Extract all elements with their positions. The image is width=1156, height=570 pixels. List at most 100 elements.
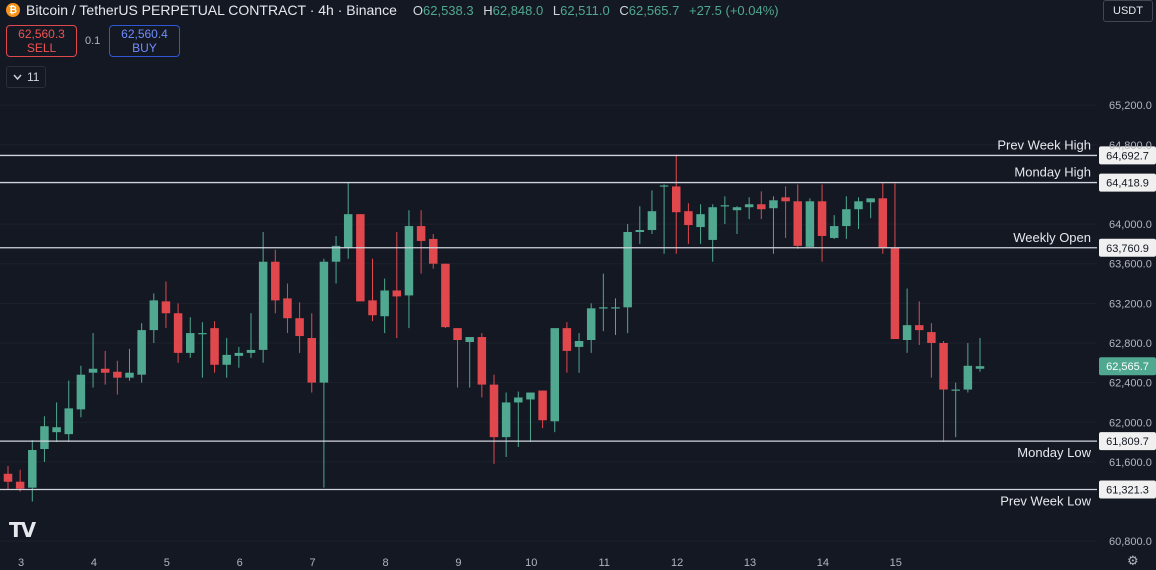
level-label: Prev Week Low — [1000, 494, 1091, 509]
chevron-down-icon — [13, 74, 22, 80]
high-value: 62,848.0 — [492, 2, 544, 18]
candle — [890, 183, 900, 340]
candle — [76, 365, 86, 418]
level-tag-bg — [1099, 173, 1156, 192]
candle-body — [429, 238, 438, 264]
gear-icon[interactable]: ⚙ — [1127, 554, 1139, 569]
candle-body — [951, 389, 960, 391]
candle — [453, 328, 462, 388]
candle-body — [817, 201, 827, 236]
grid — [0, 104, 1097, 542]
candle — [404, 210, 414, 329]
candle — [88, 333, 98, 388]
candle-body — [404, 226, 414, 296]
candle-body — [331, 245, 341, 262]
y-tick-label: 63,200.0 — [1109, 298, 1152, 310]
candle — [501, 392, 511, 457]
level-label: Monday Low — [1017, 445, 1091, 460]
y-tick-label: 65,200.0 — [1109, 100, 1152, 112]
x-tick-label: 15 — [890, 557, 902, 569]
candle — [514, 391, 523, 448]
candle — [635, 206, 645, 244]
candle — [757, 191, 766, 220]
candle — [15, 469, 25, 492]
symbol-header: ₿ Bitcoin / TetherUS PERPETUAL CONTRACT … — [6, 0, 785, 20]
sell-button[interactable]: 62,560.3 SELL — [6, 25, 77, 57]
candle — [623, 224, 632, 334]
candle — [611, 298, 620, 336]
candle — [64, 380, 73, 443]
candle — [793, 184, 802, 249]
candle-body — [562, 328, 572, 351]
candle — [915, 301, 924, 345]
candle-body — [866, 198, 875, 203]
x-tick-label: 10 — [525, 557, 537, 569]
candle — [927, 323, 936, 378]
close-value: 62,565.7 — [628, 2, 680, 18]
candle-body — [161, 301, 171, 314]
close-label: C — [619, 2, 629, 18]
candle-body — [586, 308, 596, 341]
symbol-title[interactable]: Bitcoin / TetherUS PERPETUAL CONTRACT · … — [26, 2, 397, 18]
level-price-tag: 64,692.7 — [1099, 146, 1156, 165]
candle — [975, 338, 985, 372]
buy-button[interactable]: 62,560.4 BUY — [109, 25, 180, 57]
candle-body — [878, 198, 888, 248]
candle-body — [392, 290, 402, 297]
candle-body — [696, 214, 705, 228]
candle-body — [489, 384, 499, 438]
candle-body — [222, 354, 231, 365]
candle — [258, 232, 268, 363]
candle-body — [453, 328, 462, 341]
candle-body — [258, 261, 268, 350]
candle-body — [271, 261, 280, 301]
tradingview-logo-icon[interactable]: TV — [9, 518, 36, 542]
candle-body — [100, 368, 110, 373]
candle-body — [40, 426, 49, 450]
candle-body — [307, 338, 316, 383]
candle-body — [441, 263, 450, 328]
candle — [295, 302, 304, 353]
indicator-collapse-button[interactable]: 11 — [6, 66, 47, 88]
x-tick-label: 13 — [744, 557, 756, 569]
candle — [829, 215, 839, 239]
candle-body — [611, 307, 620, 309]
candle-body — [186, 333, 195, 353]
candle — [319, 258, 329, 488]
y-tick-label: 60,800.0 — [1109, 536, 1152, 548]
candle-body — [283, 298, 292, 319]
candle — [234, 346, 244, 368]
candle — [465, 337, 474, 388]
candle-body — [769, 200, 778, 209]
candle — [40, 416, 49, 462]
level-tag-bg — [1099, 146, 1156, 165]
candle — [331, 235, 341, 284]
candle — [198, 322, 207, 378]
candle — [222, 338, 231, 378]
currency-button[interactable]: USDT — [1103, 0, 1153, 22]
level-tag-text: 61,809.7 — [1106, 436, 1149, 448]
candle-body — [501, 402, 511, 438]
candle — [100, 350, 110, 385]
candle — [720, 196, 730, 225]
candle-body — [684, 211, 693, 226]
candle-body — [343, 214, 353, 248]
high-label: H — [483, 2, 493, 18]
candle — [392, 232, 402, 339]
candle — [368, 258, 377, 322]
y-tick-label: 62,000.0 — [1109, 417, 1152, 429]
candle — [307, 313, 316, 393]
level-label: Prev Week High — [997, 137, 1091, 152]
candle — [441, 263, 450, 329]
candle-body — [599, 307, 608, 309]
candle-body — [902, 325, 912, 341]
candle — [842, 196, 851, 239]
candle-body — [927, 332, 936, 343]
candle-body — [635, 230, 645, 233]
candle — [744, 197, 754, 220]
y-tick-label: 62,400.0 — [1109, 378, 1152, 390]
candle-body — [975, 366, 985, 369]
last-price-text: 62,565.7 — [1106, 361, 1149, 373]
candle — [659, 184, 669, 254]
